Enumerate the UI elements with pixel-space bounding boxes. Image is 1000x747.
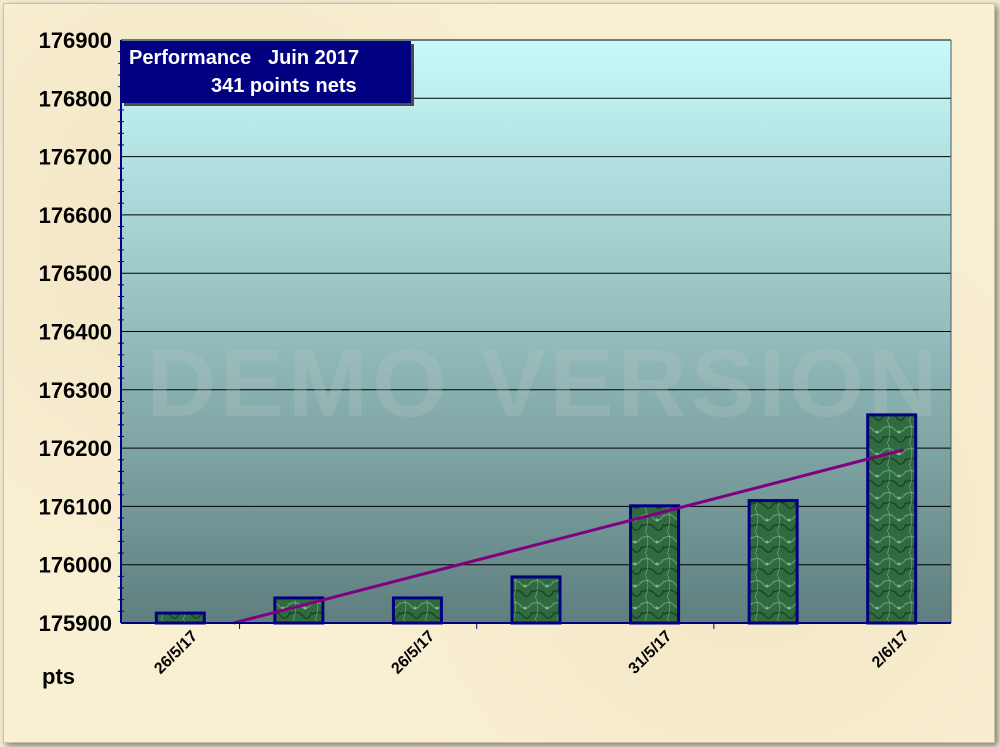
x-tick-label: 31/5/17 (626, 628, 676, 678)
y-axis: 176900 176800 176700 176600 176500 176400 1763… (39, 28, 124, 636)
bar (510, 575, 562, 625)
y-tick-label: 176200 (39, 436, 112, 461)
watermark: DEMO VERSION (147, 330, 942, 437)
x-axis: 26/5/17 26/5/17 31/5/17 2/6/17 (121, 622, 951, 678)
title-box: Performance Juin 2017 341 points nets (121, 41, 411, 103)
unit-label: pts (42, 664, 75, 689)
y-tick-label: 176900 (39, 28, 112, 53)
bars (154, 413, 918, 625)
x-tick-label: 26/5/17 (151, 628, 201, 678)
y-tick-label: 176400 (39, 320, 112, 345)
x-tick-label: 26/5/17 (388, 628, 438, 678)
y-tick-label: 176000 (39, 553, 112, 578)
grid-lines (121, 39, 952, 623)
y-tick-label: 176600 (39, 203, 112, 228)
y-tick-label: 176700 (39, 145, 112, 170)
y-tick-label: 176100 (39, 494, 112, 519)
trend-line (233, 448, 904, 625)
y-tick-label: 176500 (39, 261, 112, 286)
bar (391, 596, 443, 625)
chart-frame: DEMO VERSION 176900 176800 176700 176600 176… (3, 3, 995, 743)
bar (866, 413, 918, 625)
chart-svg: DEMO VERSION 176900176800176700176600176… (39, 28, 952, 689)
bar (154, 611, 206, 625)
y-tick-label: 176300 (39, 378, 112, 403)
y-tick-label: 175900 (39, 611, 112, 636)
y-tick-label: 176800 (39, 86, 112, 111)
x-tick-label: 2/6/17 (869, 628, 913, 672)
bar (747, 499, 799, 625)
title-line-2: 341 points nets (211, 75, 357, 97)
bar (629, 504, 681, 625)
title-line-1: Performance Juin 2017 (129, 47, 360, 69)
